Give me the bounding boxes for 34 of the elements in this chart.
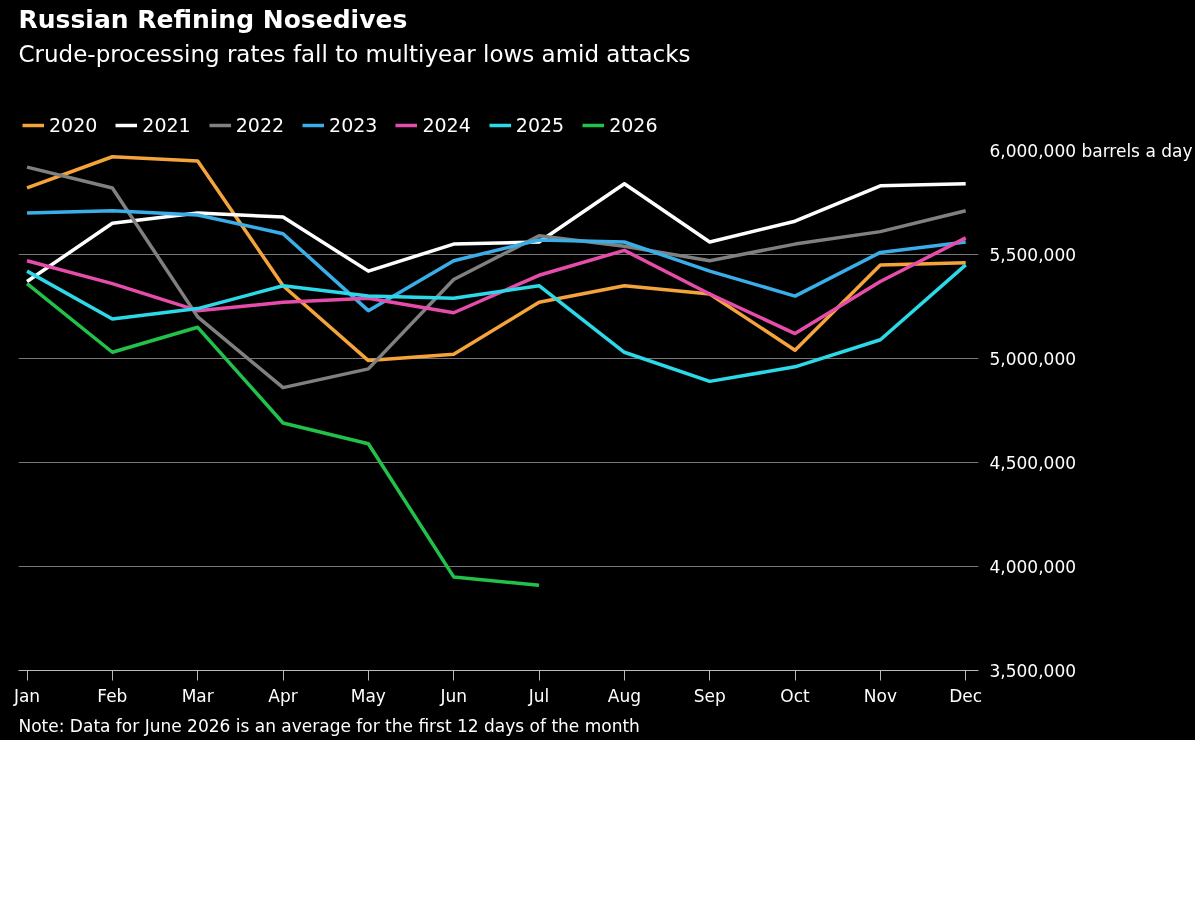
x-tick-label: May <box>350 685 386 706</box>
y-tick-label: 3,500,000 <box>989 660 1077 681</box>
line-series <box>25 236 968 336</box>
x-tick-label: Jan <box>12 685 41 706</box>
x-tick-label: Dec <box>949 685 983 706</box>
legend-label: 2025 <box>515 114 565 136</box>
chart-subtitle: Crude-processing rates fall to multiyear lows amid attacks <box>18 40 691 67</box>
x-tick-label: Jun <box>439 685 467 706</box>
x-tick-label: Oct <box>780 685 811 706</box>
x-tick-label: Aug <box>607 685 641 706</box>
line-series <box>25 263 968 384</box>
y-tick-label: 5,500,000 <box>989 244 1077 265</box>
legend-label: 2022 <box>235 114 285 136</box>
y-tick-label: 4,500,000 <box>989 452 1077 473</box>
chart-title: Russian Refining Nosedives <box>18 4 408 34</box>
x-tick-label: Apr <box>268 685 298 706</box>
legend-label: 2023 <box>329 114 378 136</box>
legend-label: 2021 <box>142 114 191 136</box>
line-series <box>25 154 968 363</box>
x-tick-label: Nov <box>863 685 897 706</box>
legend-label: 2026 <box>609 114 658 136</box>
line-series <box>25 182 968 284</box>
x-tick-label: Mar <box>181 685 214 706</box>
y-tick-label: 5,000,000 <box>989 348 1077 369</box>
x-tick-label: Jul <box>527 685 550 706</box>
text: Note: Data for June 2026 is an average for the first 12 days of the month <box>18 715 640 736</box>
x-tick-label: Sep <box>693 685 726 706</box>
x-tick-label: Feb <box>97 685 128 706</box>
y-tick-label: 6,000,000 barrels a day <box>989 140 1193 161</box>
line-series <box>25 209 968 313</box>
line-series <box>25 281 541 587</box>
legend-label: 2024 <box>422 114 471 136</box>
legend-label: 2020 <box>49 114 98 136</box>
y-tick-label: 4,000,000 <box>989 556 1077 577</box>
